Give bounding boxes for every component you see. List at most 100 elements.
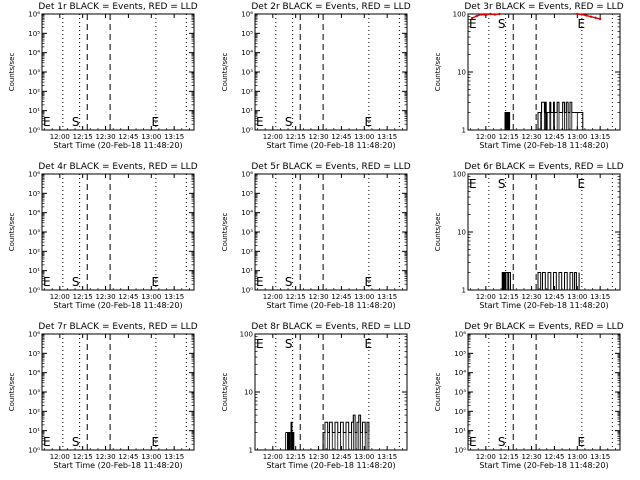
edge-marker: E (43, 435, 51, 449)
y-axis-label: Counts/sec (434, 373, 442, 412)
lld-point (480, 13, 483, 16)
y-axis-label: Counts/sec (434, 53, 442, 92)
start-marker: S (285, 275, 293, 289)
y-tick-label: 10⁵ (28, 190, 40, 198)
lld-point (484, 13, 487, 17)
lld-point (493, 13, 497, 16)
x-tick-label: 12:45 (118, 133, 138, 141)
end-marker: E (364, 115, 372, 129)
end-marker: E (364, 337, 372, 351)
lld-point (475, 14, 478, 18)
x-tick-label: 13:00 (141, 453, 161, 461)
start-marker: S (498, 435, 506, 449)
y-tick-label: 10⁴ (28, 369, 40, 377)
y-tick-label: 10⁰ (241, 127, 253, 135)
x-axis-label: Start Time (20-Feb-18 11:48:20) (53, 301, 182, 310)
x-tick-label: 12:30 (308, 133, 328, 141)
y-tick-label: 10² (28, 408, 40, 416)
y-tick-label: 10⁶ (28, 171, 40, 179)
detector-panel: Det 8r BLACK = Events, RED = LLD 1 10 100 Co… (221, 322, 411, 470)
x-tick-label: 13:00 (354, 453, 374, 461)
x-tick-label: 13:15 (164, 293, 184, 301)
x-tick-label: 13:15 (164, 453, 184, 461)
y-tick-label: 10⁵ (241, 190, 253, 198)
x-tick-label: 12:00 (476, 293, 496, 301)
edge-marker: E (43, 115, 51, 129)
detector-panel: Det 7r BLACK = Events, RED = LLD 10⁰ 10¹ 10… (8, 322, 198, 470)
y-tick-label: 10⁵ (454, 350, 466, 358)
plot-frame (41, 13, 195, 131)
events-series (285, 414, 370, 451)
y-tick-label: 10³ (241, 69, 253, 77)
start-marker: S (498, 177, 506, 191)
y-tick-label: 10³ (28, 229, 40, 237)
x-tick-label: 12:00 (50, 453, 70, 461)
x-tick-label: 13:00 (141, 133, 161, 141)
y-tick-label: 10⁶ (454, 331, 466, 339)
x-tick-label: 12:30 (521, 453, 541, 461)
x-tick-label: 12:30 (95, 133, 115, 141)
plot-frame (467, 333, 621, 451)
panel-title: Det 2r BLACK = Events, RED = LLD (251, 2, 410, 12)
y-tick-label: 10⁵ (28, 350, 40, 358)
y-axis-label: Counts/sec (8, 373, 16, 412)
panel-title: Det 6r BLACK = Events, RED = LLD (464, 162, 623, 172)
detector-panel: Det 1r BLACK = Events, RED = LLD 10⁰ 10¹ 10… (8, 2, 198, 150)
y-tick-label: 10¹ (28, 107, 40, 115)
y-tick-label: 10³ (241, 229, 253, 237)
y-tick-label: 10⁶ (241, 11, 253, 19)
x-tick-label: 13:15 (377, 133, 397, 141)
y-tick-label: 10⁶ (28, 331, 40, 339)
y-tick-label: 10¹ (241, 267, 253, 275)
x-tick-label: 12:30 (95, 453, 115, 461)
detector-panel: Det 5r BLACK = Events, RED = LLD 10⁰ 10¹ 10… (221, 162, 411, 310)
y-tick-label: 1 (462, 287, 466, 295)
edge-marker: E (469, 17, 477, 31)
x-axis-label: Start Time (20-Feb-18 11:48:20) (53, 461, 182, 470)
x-tick-label: 13:00 (567, 453, 587, 461)
edge-marker: E (256, 337, 264, 351)
start-marker: S (498, 17, 506, 31)
x-tick-label: 12:15 (73, 293, 93, 301)
x-tick-label: 13:15 (377, 453, 397, 461)
x-tick-label: 12:00 (263, 293, 283, 301)
x-tick-label: 13:00 (567, 293, 587, 301)
y-tick-label: 10² (28, 88, 40, 96)
x-tick-label: 12:30 (521, 293, 541, 301)
panel-title: Det 1r BLACK = Events, RED = LLD (38, 2, 197, 12)
y-tick-label: 10³ (28, 389, 40, 397)
y-tick-label: 10⁰ (28, 127, 40, 135)
lld-point (498, 12, 501, 16)
edge-marker: E (469, 177, 477, 191)
y-tick-label: 10⁶ (241, 171, 253, 179)
x-tick-label: 12:15 (499, 293, 519, 301)
y-tick-label: 10⁴ (28, 49, 40, 57)
lld-point (594, 16, 597, 19)
y-tick-label: 10 (457, 229, 466, 237)
detector-panel: Det 6r BLACK = Events, RED = LLD 1 10 100 Co… (434, 162, 624, 310)
end-marker: E (151, 115, 159, 129)
x-tick-label: 12:30 (308, 293, 328, 301)
x-tick-label: 13:00 (354, 293, 374, 301)
y-tick-label: 10¹ (454, 427, 466, 435)
end-marker: E (577, 435, 585, 449)
x-tick-label: 13:15 (590, 133, 610, 141)
y-tick-label: 10² (28, 248, 40, 256)
x-tick-label: 12:45 (544, 293, 564, 301)
y-axis-label: Counts/sec (8, 53, 16, 92)
y-tick-label: 10⁴ (241, 209, 253, 217)
plot-frame (254, 13, 408, 131)
x-tick-label: 12:15 (286, 293, 306, 301)
y-tick-label: 10 (244, 389, 253, 397)
panel-title: Det 4r BLACK = Events, RED = LLD (38, 162, 197, 172)
y-tick-label: 10⁵ (241, 30, 253, 38)
x-tick-label: 12:45 (118, 293, 138, 301)
edge-marker: E (256, 115, 264, 129)
detector-panel: Det 2r BLACK = Events, RED = LLD 10⁰ 10¹ 10… (221, 2, 411, 150)
x-tick-label: 13:15 (164, 133, 184, 141)
y-tick-label: 10⁰ (241, 287, 253, 295)
x-axis-label: Start Time (20-Feb-18 11:48:20) (53, 141, 182, 150)
start-marker: S (72, 275, 80, 289)
y-tick-label: 100 (453, 171, 466, 179)
y-tick-label: 10⁰ (28, 447, 40, 455)
